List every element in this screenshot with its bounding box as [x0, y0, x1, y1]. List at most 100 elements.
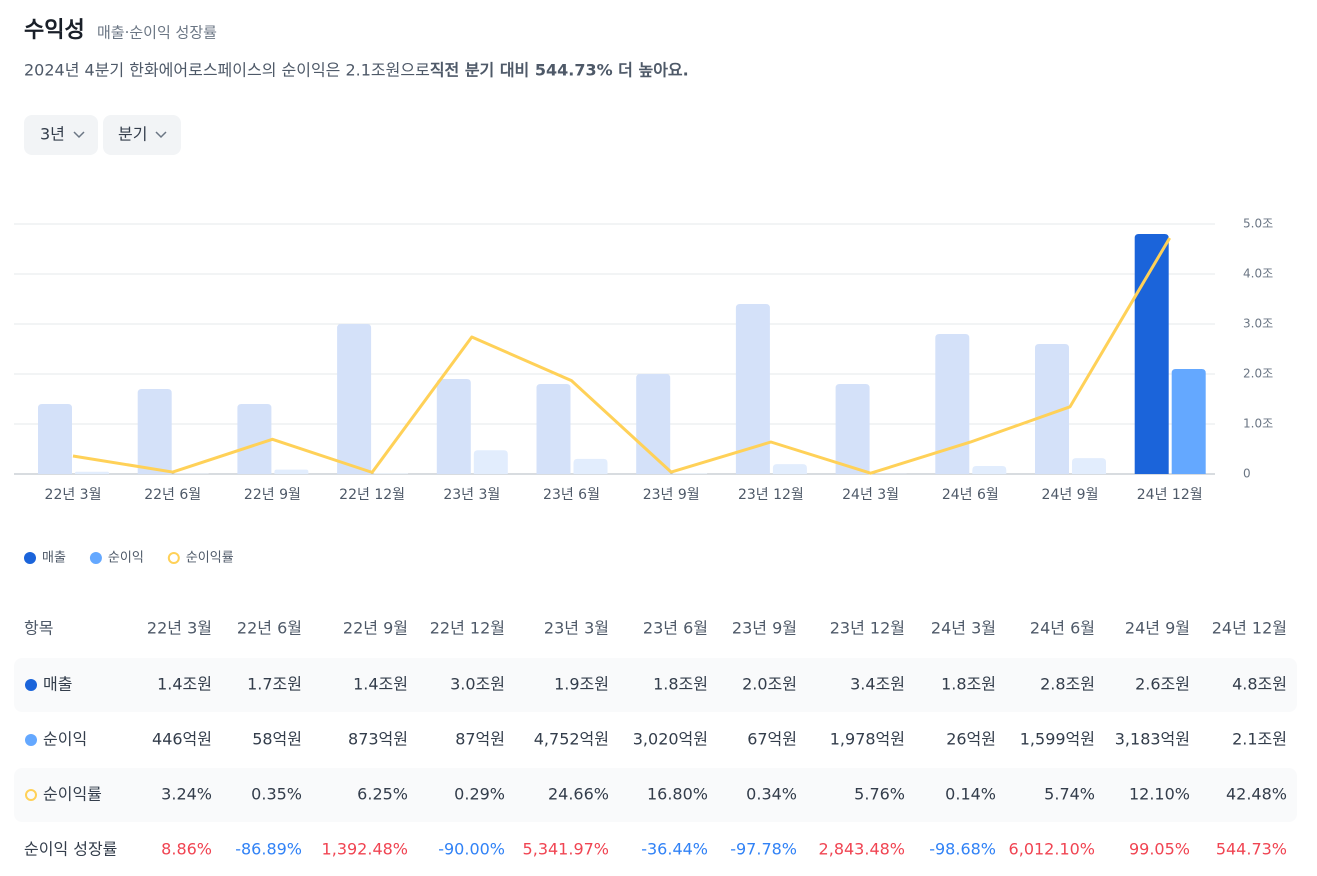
cell: 2.8조원: [1040, 675, 1095, 694]
cell: 1.8조원: [941, 675, 996, 694]
description-bold: 직전 분기 대비 544.73% 더 높아요.: [430, 61, 689, 80]
cell: 4,752억원: [534, 730, 609, 749]
cell: 5,341.97%: [523, 840, 609, 859]
x-tick-label: 22년 3월: [45, 487, 102, 503]
chevron[interactable]: [73, 131, 85, 139]
x-tick-label: 23년 9월: [643, 487, 700, 503]
row-label: 순이익 성장률: [24, 840, 117, 859]
cell: 16.80%: [647, 785, 708, 804]
cell: 1,392.48%: [322, 840, 408, 859]
x-tick-label: 22년 6월: [144, 487, 201, 503]
bar: [1171, 369, 1206, 474]
cell: 0.35%: [251, 785, 302, 804]
cell: 0.29%: [454, 785, 505, 804]
row-label: 순이익률: [43, 785, 102, 804]
cell: 1.9조원: [554, 675, 609, 694]
cell: 6.25%: [357, 785, 408, 804]
y-tick-label: 1.0조: [1243, 417, 1273, 431]
table-column-header: 23년 12월: [830, 619, 905, 638]
table-column-header: 22년 3월: [147, 619, 212, 638]
bar: [473, 450, 508, 474]
cell: 0.34%: [746, 785, 797, 804]
filter-button[interactable]: 3년: [24, 115, 98, 155]
cell: 3.0조원: [450, 675, 505, 694]
cell: 1,599억원: [1020, 730, 1095, 749]
bar: [536, 384, 571, 474]
row-label: 매출: [43, 675, 72, 694]
bar: [337, 324, 372, 474]
cell: -98.68%: [929, 840, 996, 859]
cell: -97.78%: [730, 840, 797, 859]
bar: [137, 389, 172, 474]
cell: 87억원: [455, 730, 505, 749]
cell: 1.4조원: [353, 675, 408, 694]
filter-label[interactable]: 분기: [118, 125, 147, 144]
cell: 1.4조원: [157, 675, 212, 694]
cell: 26억원: [946, 730, 996, 749]
bar: [38, 404, 72, 474]
cell: 1,978억원: [830, 730, 905, 749]
cell: 5.76%: [854, 785, 905, 804]
table-column-header: 24년 3월: [931, 619, 996, 638]
title: 수익성: [24, 18, 85, 43]
cell: 2.1조원: [1232, 730, 1287, 749]
x-tick-label: 24년 12월: [1137, 487, 1203, 503]
cell: 3.4조원: [850, 675, 905, 694]
filter-label[interactable]: 3년: [40, 125, 65, 144]
bar: [636, 374, 671, 474]
filter-bg[interactable]: [24, 115, 98, 155]
cell: 42.48%: [1226, 785, 1287, 804]
legend-marker: [25, 679, 37, 691]
cell: 6,012.10%: [1009, 840, 1095, 859]
filter-bg[interactable]: [103, 115, 181, 155]
cell: 58억원: [252, 730, 302, 749]
cell: 1.7조원: [247, 675, 302, 694]
cell: 873억원: [348, 730, 408, 749]
legend-marker: [25, 789, 37, 801]
cell: -90.00%: [438, 840, 505, 859]
bar: [1072, 458, 1106, 474]
subtitle: 매출·순이익 성장률: [97, 24, 217, 42]
y-tick-label: 2.0조: [1243, 367, 1273, 381]
x-tick-label: 23년 6월: [543, 487, 600, 503]
cell: 1.8조원: [653, 675, 708, 694]
bar: [972, 466, 1007, 474]
table-column-header: 24년 6월: [1030, 619, 1095, 638]
y-tick-label: 5.0조: [1243, 217, 1273, 231]
cell: 0.14%: [945, 785, 996, 804]
cell: 5.74%: [1044, 785, 1095, 804]
bar: [935, 334, 970, 474]
cell: 3,020억원: [633, 730, 708, 749]
table-column-header: 23년 6월: [643, 619, 708, 638]
x-tick-label: 24년 6월: [942, 487, 999, 503]
row-bg: [14, 658, 1297, 712]
table-column-header: 24년 9월: [1125, 619, 1190, 638]
cell: -36.44%: [641, 840, 708, 859]
cell: 3,183억원: [1115, 730, 1190, 749]
legend-marker: [25, 734, 37, 746]
bar: [75, 471, 109, 474]
chevron[interactable]: [155, 131, 167, 139]
cell: 24.66%: [548, 785, 609, 804]
bar: [573, 458, 608, 474]
line: [72, 237, 1171, 475]
table-column-header: 22년 12월: [430, 619, 505, 638]
x-tick-label: 22년 9월: [244, 487, 301, 503]
x-tick-label: 23년 12월: [738, 487, 804, 503]
cell: 8.86%: [161, 840, 212, 859]
y-tick-label: 3.0조: [1243, 317, 1273, 331]
legend-marker: [24, 552, 36, 564]
filter-button[interactable]: 분기: [103, 115, 181, 155]
cell: 446억원: [152, 730, 212, 749]
cell: 12.10%: [1129, 785, 1190, 804]
table-column-header: 23년 3월: [544, 619, 609, 638]
bar: [274, 469, 309, 474]
bar: [237, 404, 272, 474]
bar: [1035, 344, 1069, 474]
bar: [835, 384, 870, 474]
row-bg: [14, 768, 1297, 822]
x-tick-label: 23년 3월: [443, 487, 500, 503]
bar: [735, 304, 770, 474]
legend-label: 순이익: [108, 551, 144, 566]
y-tick-label: 4.0조: [1243, 267, 1273, 281]
